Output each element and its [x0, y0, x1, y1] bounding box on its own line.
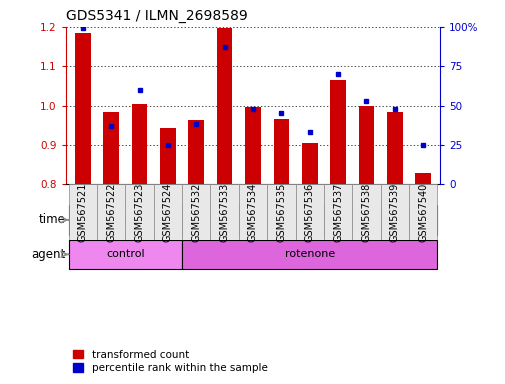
- FancyBboxPatch shape: [154, 184, 182, 240]
- FancyBboxPatch shape: [295, 184, 323, 240]
- Text: GSM567538: GSM567538: [361, 182, 371, 242]
- Text: hour 24: hour 24: [358, 215, 401, 225]
- Text: GSM567537: GSM567537: [332, 182, 342, 242]
- Bar: [415, 172, 430, 184]
- Text: GSM567540: GSM567540: [417, 182, 427, 242]
- Text: GSM567533: GSM567533: [219, 182, 229, 242]
- Text: rotenone: rotenone: [284, 249, 334, 260]
- Text: GSM567534: GSM567534: [247, 182, 258, 242]
- Text: GSM567535: GSM567535: [276, 182, 286, 242]
- Bar: [273, 119, 288, 184]
- FancyBboxPatch shape: [238, 205, 323, 235]
- Bar: [217, 28, 232, 184]
- FancyBboxPatch shape: [182, 184, 210, 240]
- FancyBboxPatch shape: [380, 184, 408, 240]
- FancyBboxPatch shape: [267, 184, 295, 240]
- Text: GSM567536: GSM567536: [304, 182, 314, 242]
- Text: hour 15: hour 15: [259, 215, 302, 225]
- FancyBboxPatch shape: [69, 184, 97, 240]
- Text: agent: agent: [31, 248, 66, 261]
- Bar: [103, 111, 119, 184]
- FancyBboxPatch shape: [323, 184, 351, 240]
- Bar: [358, 106, 374, 184]
- Legend: transformed count, percentile rank within the sample: transformed count, percentile rank withi…: [71, 348, 269, 375]
- FancyBboxPatch shape: [182, 205, 238, 235]
- FancyBboxPatch shape: [97, 184, 125, 240]
- FancyBboxPatch shape: [238, 184, 267, 240]
- Bar: [160, 128, 175, 184]
- Text: GSM567522: GSM567522: [106, 182, 116, 242]
- Text: GDS5341 / ILMN_2698589: GDS5341 / ILMN_2698589: [66, 9, 247, 23]
- FancyBboxPatch shape: [69, 205, 182, 235]
- Bar: [188, 120, 204, 184]
- Text: GSM567539: GSM567539: [389, 182, 399, 242]
- FancyBboxPatch shape: [351, 184, 380, 240]
- Text: control: control: [106, 249, 144, 260]
- Bar: [75, 33, 90, 184]
- FancyBboxPatch shape: [69, 240, 182, 269]
- FancyBboxPatch shape: [182, 240, 436, 269]
- Bar: [131, 104, 147, 184]
- Text: GSM567523: GSM567523: [134, 182, 144, 242]
- FancyBboxPatch shape: [323, 205, 436, 235]
- FancyBboxPatch shape: [125, 184, 154, 240]
- FancyBboxPatch shape: [408, 184, 436, 240]
- Text: GSM567532: GSM567532: [191, 182, 201, 242]
- Text: GSM567521: GSM567521: [78, 182, 88, 242]
- Text: GSM567524: GSM567524: [163, 182, 173, 242]
- Bar: [301, 143, 317, 184]
- Text: time: time: [39, 214, 66, 226]
- FancyBboxPatch shape: [210, 184, 238, 240]
- Text: hour 0: hour 0: [107, 215, 143, 225]
- Text: hour 8: hour 8: [192, 215, 228, 225]
- Bar: [386, 112, 402, 184]
- Bar: [245, 107, 260, 184]
- Bar: [330, 80, 345, 184]
